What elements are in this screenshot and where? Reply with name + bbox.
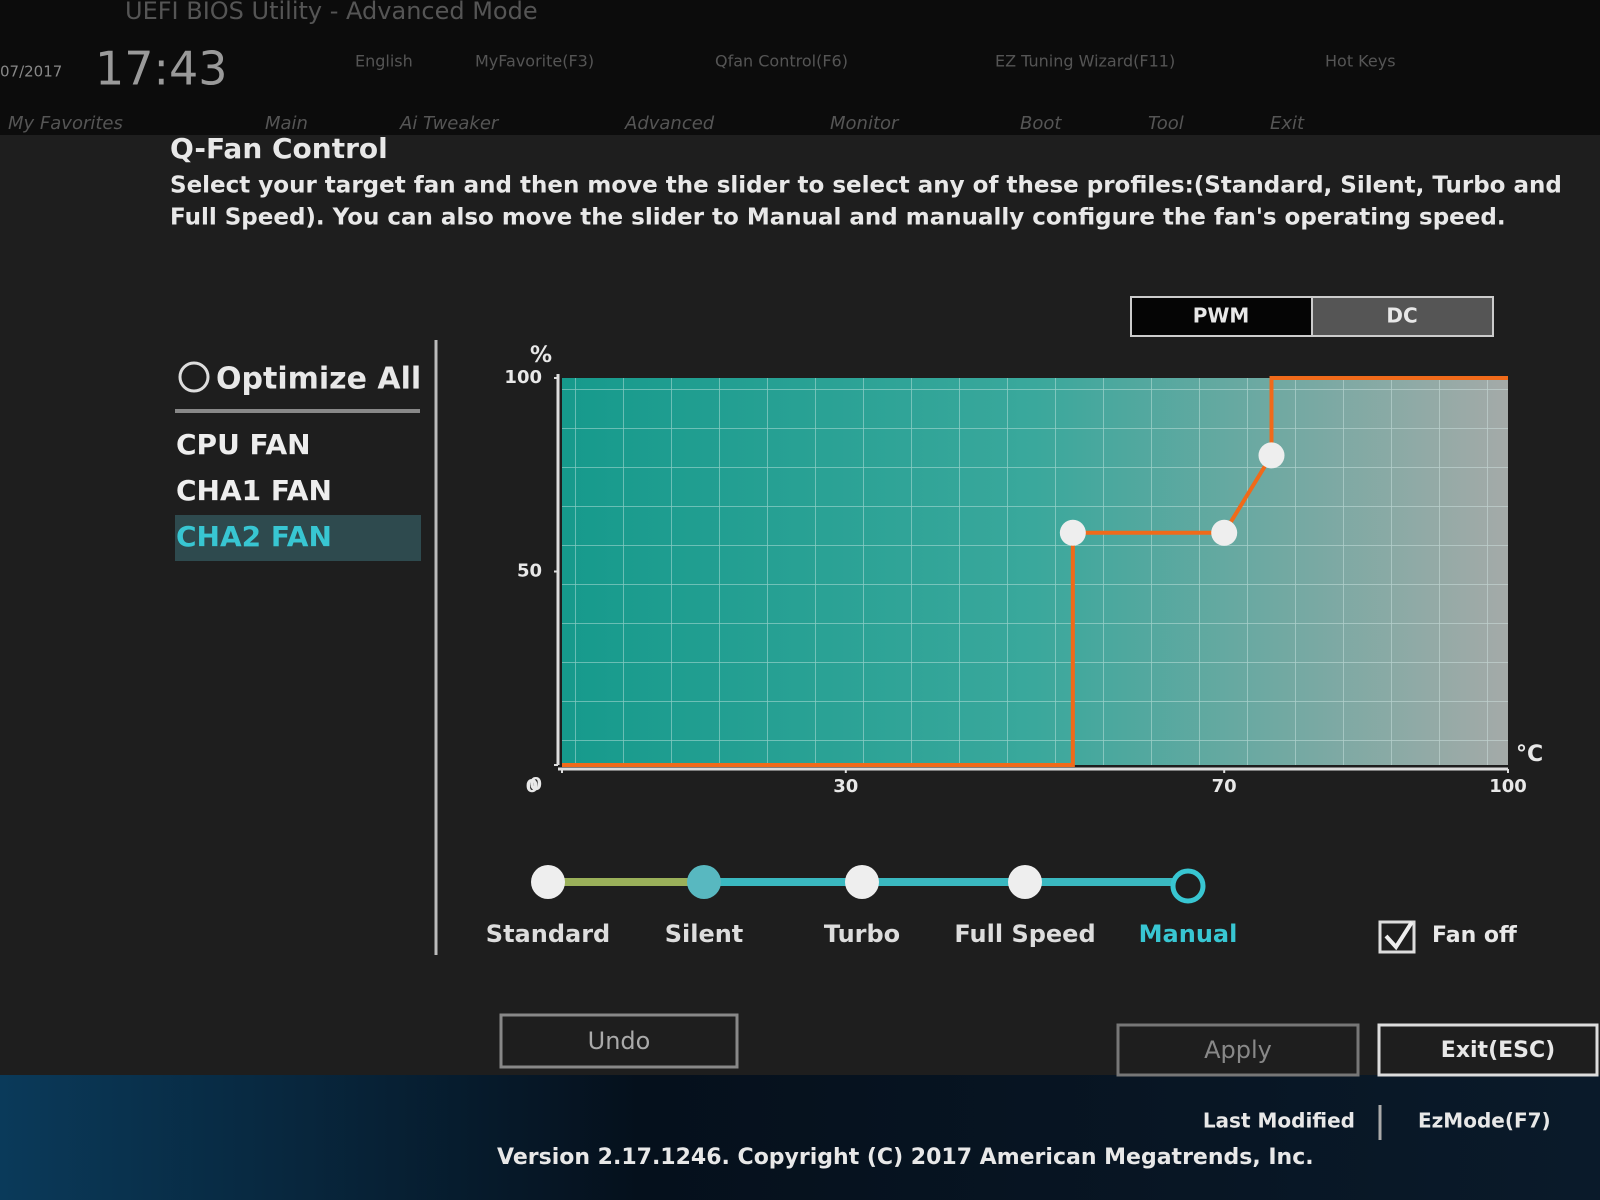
menu-tab[interactable]: Main (265, 113, 308, 134)
header-bar (0, 0, 1600, 135)
undo-label[interactable]: Undo (588, 1027, 651, 1055)
slider-knob[interactable] (1170, 868, 1206, 904)
y-tick-label: 100 (504, 367, 542, 388)
last-modified[interactable]: Last Modified (1203, 1109, 1355, 1133)
description-line: Select your target fan and then move the… (170, 173, 1562, 199)
header-tool[interactable]: Hot Keys (1325, 52, 1396, 71)
exit-button[interactable] (1377, 1023, 1599, 1077)
fan-off-label[interactable]: Fan off (1432, 923, 1518, 948)
header-tool[interactable]: Qfan Control(F6) (715, 52, 848, 71)
curve-point[interactable] (1258, 442, 1285, 469)
mode-button[interactable] (1311, 296, 1494, 337)
checkmark (1384, 920, 1414, 951)
fan-highlight (175, 515, 421, 561)
menu-tab[interactable]: Ai Tweaker (399, 113, 500, 134)
x-axis-label: °C (1516, 742, 1543, 767)
version: Version 2.17.1246. Copyright (C) 2017 Am… (497, 1145, 1314, 1170)
y-tick-label: 50 (517, 561, 542, 582)
header-tool[interactable]: MyFavorite(F3) (475, 52, 594, 71)
x-tick-label: 100 (1489, 776, 1527, 797)
menu-tab[interactable]: Monitor (830, 113, 900, 134)
slider-knob[interactable] (845, 865, 879, 899)
slider-knob[interactable] (531, 865, 565, 899)
profile-label[interactable]: Silent (665, 920, 744, 948)
mode-label[interactable]: DC (1386, 304, 1417, 328)
y-tick-label: 0 (529, 774, 542, 795)
exit-label[interactable]: Exit(ESC) (1441, 1038, 1555, 1063)
clock: 17:43 (95, 42, 228, 96)
plot-grid (562, 378, 1508, 765)
checkbox[interactable] (1378, 920, 1416, 954)
mode-label[interactable]: PWM (1193, 304, 1250, 328)
fan-item[interactable]: CHA1 FAN (176, 474, 332, 507)
ez-mode[interactable]: EzMode(F7) (1418, 1109, 1551, 1133)
dialog-title: Q-Fan Control (170, 132, 388, 165)
profile-label[interactable]: Turbo (824, 920, 900, 948)
x-tick-label: 30 (833, 776, 858, 797)
apply-label[interactable]: Apply (1204, 1036, 1272, 1064)
x-tick-label: 70 (1212, 776, 1237, 797)
optimize-icon (178, 361, 210, 393)
undo-button[interactable] (499, 1013, 739, 1069)
mode-button[interactable] (1130, 296, 1313, 337)
fan-item[interactable]: CPU FAN (176, 428, 311, 461)
date: 07/2017 (0, 63, 62, 81)
apply-button[interactable] (1116, 1023, 1360, 1077)
header-tool[interactable]: EZ Tuning Wizard(F11) (995, 52, 1175, 71)
menu-tab[interactable]: Advanced (624, 113, 715, 134)
menu-tab[interactable]: My Favorites (8, 113, 123, 134)
menu-tab[interactable]: Boot (1020, 113, 1062, 134)
curve-point[interactable] (1211, 519, 1238, 546)
description-line: Full Speed). You can also move the slide… (170, 205, 1506, 231)
slider-knob[interactable] (687, 865, 721, 899)
slider-knob[interactable] (1008, 865, 1042, 899)
menu-tab[interactable]: Tool (1148, 113, 1184, 134)
x-tick-label: 0 (526, 776, 539, 797)
profile-label[interactable]: Manual (1139, 920, 1238, 948)
fan-item[interactable]: CHA2 FAN (176, 520, 332, 553)
y-axis-label: % (530, 343, 552, 368)
profile-label[interactable]: Standard (486, 920, 610, 948)
curve-point[interactable] (1059, 519, 1086, 546)
menu-tab[interactable]: Exit (1270, 113, 1305, 134)
optimize-all[interactable]: Optimize All (216, 362, 421, 397)
profile-label[interactable]: Full Speed (954, 920, 1095, 948)
footer-bar (0, 1075, 1600, 1200)
header-tool[interactable]: English (355, 52, 413, 71)
brand: UEFI BIOS Utility - Advanced Mode (125, 0, 538, 25)
